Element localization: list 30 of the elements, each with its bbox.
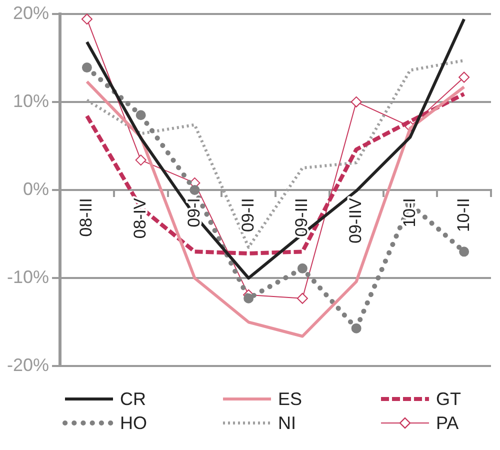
y-tick-label: -20% [6,355,50,376]
x-tick-label: 10-I [400,198,419,228]
point [135,154,146,166]
y-tick-label: -10% [6,267,50,288]
x-tick-label: 10-II [454,198,473,232]
point [296,292,308,304]
x-tick-label: 08-IV [130,197,150,239]
point [82,62,92,73]
x-tick-label: 08-III [76,198,96,237]
x-tick-label: 09-II [238,198,258,232]
point [190,185,200,195]
legend-label: GT [436,388,461,410]
point [244,293,254,304]
y-tick-label: 10% [12,90,50,111]
y-tick-label: 20% [12,2,50,23]
legend-label: CR [120,388,146,410]
point [351,323,362,334]
point [459,246,470,257]
legend-label: NI [278,412,296,434]
x-tick-label: 09-III [292,198,312,237]
legend-label: HO [120,412,147,434]
legend-label: ES [278,388,302,410]
point [136,110,146,120]
point [297,263,308,274]
y-tick-label: 0% [23,178,50,199]
legend-label: PA [436,412,459,434]
point [458,72,470,83]
x-tick-label: 09-IIV [346,197,366,244]
point [81,14,92,25]
point [350,96,362,108]
